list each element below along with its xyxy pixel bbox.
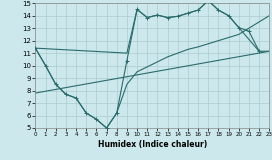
X-axis label: Humidex (Indice chaleur): Humidex (Indice chaleur) (98, 140, 207, 149)
